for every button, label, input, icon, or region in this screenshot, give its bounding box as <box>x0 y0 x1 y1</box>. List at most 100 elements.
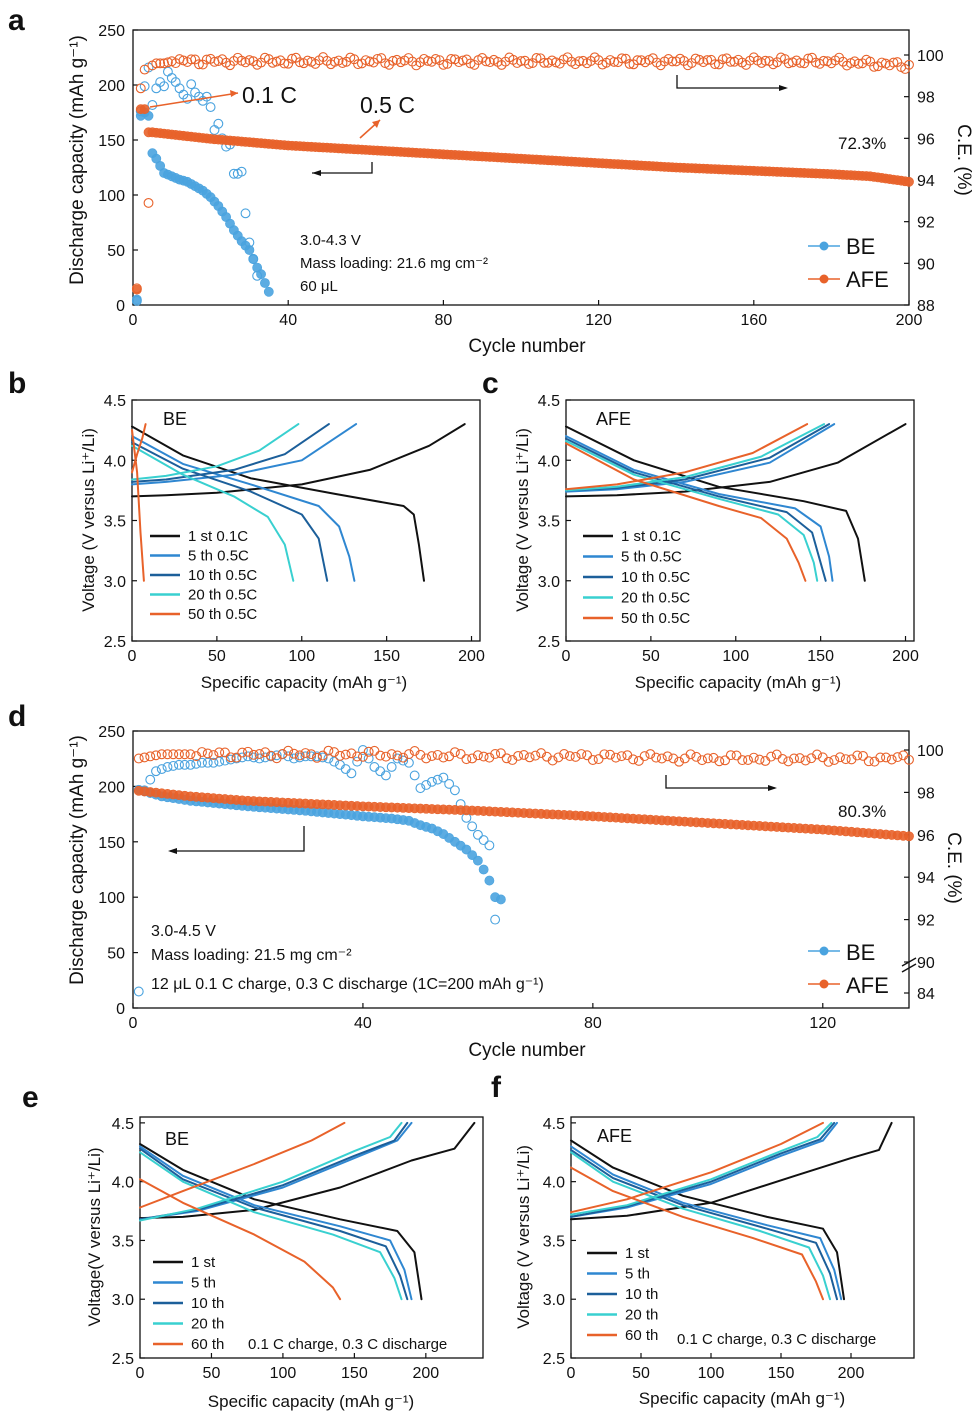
a-afe-ce-point <box>279 58 290 69</box>
d-afe-ce-point <box>875 752 886 763</box>
a-ytick-right-label: 98 <box>917 90 935 107</box>
d-afe-ce-point <box>283 745 294 756</box>
panel-a-letter: a <box>8 4 25 37</box>
d-be-ce-point <box>346 768 357 779</box>
panel-a-cond-voltage: 3.0-4.3 V <box>300 232 361 249</box>
panel-f-ticks: 0 50 100 150 200 2.5 3.0 3.5 4.0 4.5 <box>543 1116 865 1382</box>
d-afe-ce-point <box>662 751 673 762</box>
d-afe-ce-point <box>674 756 685 767</box>
d-afe-ce-point <box>369 745 380 756</box>
b-legend-entry: 50 th 0.5C <box>188 606 257 623</box>
c-curve-discharge <box>565 437 827 582</box>
a-xtick-label: 0 <box>129 312 138 329</box>
d-be-ce-point <box>409 770 420 781</box>
d-afe-ce-point <box>524 752 535 763</box>
d-afe-ce-point <box>863 756 874 767</box>
c-curve-charge <box>565 423 836 493</box>
d-afe-ce-point <box>214 747 225 758</box>
b-ytick-label: 4.5 <box>104 393 126 410</box>
d-afe-ce-point <box>139 752 150 763</box>
c-ytick-label: 3.0 <box>538 574 560 591</box>
d-be-ce-point <box>237 752 248 763</box>
d-afe-ce-point <box>197 747 207 757</box>
f-curve-charge <box>570 1121 824 1214</box>
d-afe-ce-point <box>461 754 472 765</box>
d-be-ce-point <box>179 759 190 770</box>
a-be-ce-point <box>236 166 247 177</box>
b-xtick-label: 100 <box>288 648 315 665</box>
panel-a-legend-marker-afe <box>819 274 829 284</box>
d-afe-ce-point <box>340 749 351 760</box>
d-afe-ce-point <box>708 752 719 763</box>
d-afe-ce-point <box>179 749 190 760</box>
e-ytick-label: 2.5 <box>112 1351 134 1368</box>
panel-f-tag: AFE <box>597 1126 632 1146</box>
d-afe-ce-point <box>398 752 409 763</box>
c-curve-charge <box>565 423 809 491</box>
d-afe-ce-point <box>852 750 863 761</box>
panel-a-legend: BE AFE <box>808 234 889 292</box>
d-ytick-left-label: 150 <box>98 835 125 852</box>
panel-b-legend: 1 st 0.1C 5 th 0.5C 10 th 0.5C 20 th 0.5C 50… <box>150 528 257 623</box>
d-afe-ce-point <box>415 749 426 760</box>
d-afe-ce-point <box>277 749 288 759</box>
d-afe-ce-point <box>438 752 449 763</box>
f-ytick-label: 4.5 <box>543 1116 565 1133</box>
panel-a-arrow-left <box>312 162 373 174</box>
d-be-ce-point <box>403 757 414 768</box>
b-curve-discharge <box>131 435 356 582</box>
a-be-ce-point <box>186 79 197 90</box>
panel-f-letter: f <box>491 1071 502 1104</box>
d-xtick-label: 120 <box>809 1015 836 1032</box>
panel-d-legend-marker-afe <box>819 979 829 989</box>
a-afe-ce-point <box>803 53 814 64</box>
e-legend-entry: 5 th <box>191 1275 216 1292</box>
panel-a-legend-marker-be <box>819 241 829 251</box>
d-be-ce-point <box>490 914 501 925</box>
a-afe-ce-point <box>710 59 720 70</box>
a-be-ce-point <box>159 81 169 92</box>
d-ytick-left-label: 200 <box>98 779 125 796</box>
d-be-ce-point <box>220 755 230 766</box>
d-be-ce-point <box>375 766 386 777</box>
panel-d-arrowhead-right <box>768 785 777 791</box>
d-afe-ce-point <box>386 749 397 760</box>
c-xtick-label: 150 <box>807 648 834 665</box>
e-legend-entry: 10 th <box>191 1295 224 1312</box>
panel-f-data <box>570 1121 893 1301</box>
d-afe-ce-point <box>231 752 242 763</box>
d-afe-ce-point <box>455 749 466 759</box>
a-ytick-right-label: 92 <box>917 215 935 232</box>
a-be-ce-point <box>182 93 193 104</box>
f-curve-discharge <box>570 1151 831 1301</box>
b-curve-charge <box>131 423 300 481</box>
d-afe-ce-point <box>306 749 317 760</box>
a-afe-ce-point <box>353 59 363 70</box>
d-ytick-right-label: 96 <box>917 828 935 845</box>
e-ytick-label: 3.0 <box>112 1292 134 1309</box>
panel-a-arrowhead-left <box>312 170 321 176</box>
c-curve-discharge <box>565 440 819 582</box>
f-curve-discharge <box>570 1166 824 1301</box>
a-ytick-left-label: 150 <box>98 133 125 150</box>
b-curve-charge <box>131 423 466 498</box>
d-afe-ce-point <box>220 747 230 758</box>
panel-b-ticks: 0 50 100 150 200 2.5 3.0 3.5 4.0 4.5 <box>104 393 485 665</box>
f-legend-entry: 10 th <box>625 1286 658 1303</box>
d-afe-ce-point <box>375 750 386 761</box>
e-curve-charge <box>139 1121 476 1220</box>
f-legend-entry: 20 th <box>625 1307 658 1324</box>
panel-a: a 0 40 80 120 160 200 0 50 100 150 200 250 88 90 92 94 9… <box>8 4 974 357</box>
panel-d-letter: d <box>8 700 26 733</box>
e-ytick-label: 4.0 <box>112 1175 134 1192</box>
d-be-ce-point <box>426 776 437 787</box>
a-afe-ce-point <box>725 56 736 67</box>
panel-a-ticks: 0 40 80 120 160 200 0 50 100 150 200 250 88 90 92 94 96 9… <box>98 23 944 329</box>
a-afe-ce-point <box>388 55 398 66</box>
d-afe-ce-point <box>472 750 483 761</box>
panel-f-frame <box>570 1116 915 1359</box>
d-afe-ce-point <box>145 751 156 762</box>
panel-d-arrow-left <box>170 826 305 852</box>
d-be-capacity-point <box>478 864 489 875</box>
b-ytick-label: 3.0 <box>104 574 126 591</box>
